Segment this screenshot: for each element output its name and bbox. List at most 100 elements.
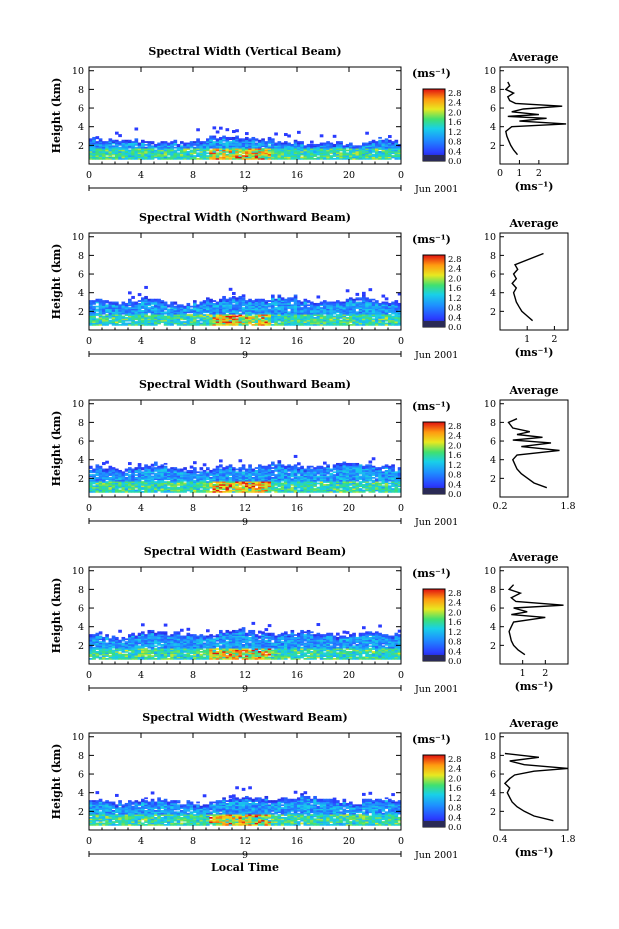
heatmap-cell — [388, 467, 392, 469]
heatmap-cell — [141, 323, 145, 326]
heatmap-cell — [371, 302, 376, 305]
heatmap-cell — [352, 471, 356, 474]
heatmap-cell — [241, 471, 246, 474]
heatmap-cell — [186, 153, 191, 156]
heatmap-cell — [147, 152, 152, 155]
heatmap-cell — [128, 316, 132, 319]
heatmap-cell — [170, 308, 174, 311]
heatmap-cell — [225, 490, 230, 493]
heatmap-cell — [326, 481, 330, 483]
heatmap-cell — [287, 148, 291, 150]
heatmap-cell — [225, 142, 230, 145]
heatmap-cell — [391, 148, 395, 150]
heatmap-cell — [95, 156, 100, 159]
heatmap-cell — [118, 312, 122, 315]
heatmap-cell — [336, 488, 340, 490]
x-tick-label: 12 — [239, 170, 251, 181]
heatmap-cell — [274, 483, 278, 486]
heatmap-cell — [362, 301, 366, 304]
heatmap-cell — [189, 465, 194, 469]
heatmap-cell — [173, 150, 178, 153]
heatmap-cell — [371, 311, 376, 314]
heatmap-cell — [342, 467, 347, 469]
heatmap-cell — [199, 304, 204, 307]
heatmap-cell — [241, 322, 246, 325]
heatmap-cell — [371, 472, 376, 475]
heatmap-cell — [215, 309, 220, 312]
heatmap-cell — [134, 474, 139, 476]
heatmap-cell — [345, 490, 350, 493]
heatmap-cell — [212, 302, 217, 305]
heatmap-cell — [297, 141, 301, 143]
heatmap-cell — [193, 304, 197, 307]
heatmap-cell — [313, 314, 317, 316]
heatmap-cell — [111, 485, 116, 488]
heatmap-cell — [264, 153, 269, 156]
heatmap-cell — [128, 318, 132, 321]
heatmap-cell — [95, 464, 100, 467]
heatmap-cell — [131, 472, 135, 475]
heatmap-cell — [202, 305, 207, 308]
heatmap-cell — [228, 143, 233, 146]
heatmap-cell — [196, 148, 200, 150]
heatmap-cell — [235, 315, 239, 318]
heatmap-cell — [108, 148, 113, 150]
heatmap-cell — [365, 479, 369, 482]
heatmap-cell — [137, 146, 142, 149]
heatmap-cell — [332, 145, 337, 148]
heatmap-cell — [212, 318, 217, 321]
heatmap-cell — [371, 308, 376, 311]
heatmap-cell — [358, 481, 363, 483]
heatmap-cell — [271, 156, 275, 159]
colorbar-tick-label: 2.4 — [448, 265, 462, 275]
heatmap-cell — [180, 322, 184, 325]
heatmap-cell — [219, 314, 223, 316]
heatmap-cell — [391, 145, 395, 148]
heatmap-cell — [157, 319, 161, 322]
heatmap-cell — [358, 148, 363, 150]
heatmap-cell — [163, 157, 168, 160]
heatmap-cell — [206, 138, 210, 141]
heatmap-cell — [98, 483, 103, 486]
heatmap-cell — [371, 305, 376, 308]
heatmap-cell — [258, 302, 262, 305]
heatmap-cell — [206, 156, 210, 159]
heatmap-cell — [89, 655, 93, 657]
heatmap-cell — [222, 304, 226, 307]
heatmap-cell — [163, 323, 168, 326]
heatmap-cell — [196, 486, 200, 489]
heatmap-cell — [277, 482, 282, 485]
heatmap-cell — [303, 475, 308, 478]
heatmap-cell — [349, 465, 353, 468]
heatmap-cell — [144, 322, 148, 325]
colorbar — [422, 421, 446, 495]
heatmap-cell — [180, 141, 184, 143]
heatmap-cell — [384, 475, 389, 478]
heatmap-cell — [170, 148, 174, 150]
heatmap-cell — [355, 468, 360, 471]
heatmap-cell — [232, 308, 236, 311]
heatmap-cell — [157, 302, 161, 305]
heatmap-cell — [326, 305, 330, 308]
x-tick-label: 0 — [398, 170, 404, 181]
heatmap-cell — [293, 305, 298, 308]
heatmap-cell — [316, 321, 321, 323]
heatmap-cell — [310, 143, 314, 146]
heatmap-cell — [310, 479, 314, 482]
heatmap-cell — [193, 472, 197, 475]
heatmap-cell — [102, 300, 106, 302]
heatmap-cell — [222, 152, 226, 155]
heatmap-cell — [365, 297, 369, 300]
heatmap-cell — [342, 489, 347, 492]
heatmap-cell — [134, 142, 139, 145]
heatmap-cell — [300, 318, 304, 321]
heatmap-cell — [336, 301, 340, 304]
heatmap-cell — [134, 307, 139, 309]
heatmap-cell — [141, 297, 145, 300]
heatmap-cell — [241, 315, 246, 318]
heatmap-cell — [329, 309, 334, 312]
colorbar-tick-label: 0.4 — [448, 147, 462, 157]
heatmap-cell — [157, 467, 161, 469]
heatmap-cell — [336, 472, 340, 475]
heatmap-cell — [225, 486, 230, 489]
